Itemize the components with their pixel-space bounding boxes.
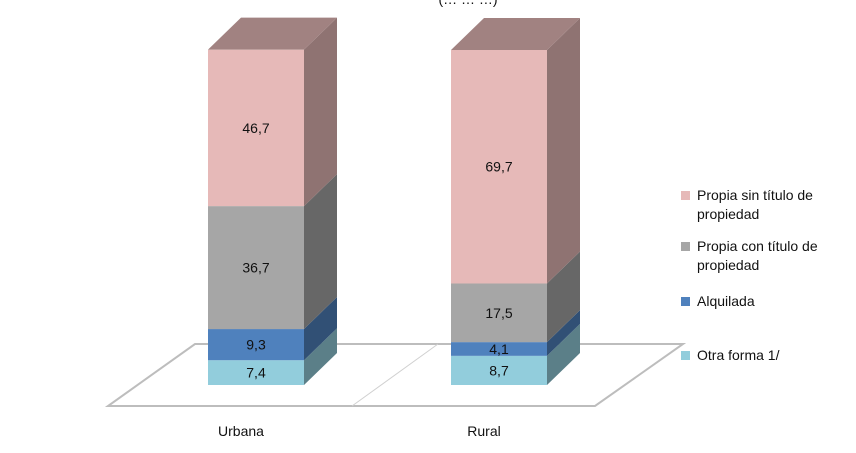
legend-swatch	[681, 191, 690, 200]
data-label: 69,7	[485, 159, 512, 175]
legend-label: propiedad	[697, 257, 759, 273]
bar-segment: 36,7	[208, 174, 337, 330]
bar-side	[547, 251, 580, 343]
bar-side	[547, 310, 580, 356]
legend-entry: Propia con título de propiedad	[681, 238, 818, 273]
bar-side	[304, 174, 337, 330]
bar-front	[451, 283, 547, 343]
bar-side	[547, 18, 580, 284]
chart-title-fragment: (… … …)	[438, 0, 497, 7]
bar-front	[451, 50, 547, 284]
bar-segment: 4,1	[451, 310, 580, 357]
legend-label: propiedad	[697, 206, 759, 222]
bar-front	[208, 360, 304, 385]
bar-segment: 8,7	[451, 323, 580, 385]
data-label: 4,1	[489, 341, 509, 357]
bar-front	[451, 342, 547, 356]
legend-label: Propia sin título de	[697, 187, 813, 203]
bar-segment: 7,4	[208, 328, 337, 385]
bar-side	[304, 297, 337, 361]
legend-label: Otra forma 1/	[697, 347, 780, 363]
x-tick-label: Rural	[467, 423, 500, 439]
bar-urbana: 7,4 9,3 36,7 46,7	[208, 17, 337, 385]
legend-label: Propia con título de	[697, 238, 818, 254]
bar-side	[304, 17, 337, 207]
legend-entry: Otra forma 1/	[681, 347, 780, 363]
bar-side	[547, 323, 580, 385]
data-label: 36,7	[242, 260, 269, 276]
bars-group: 7,4 9,3 36,7 46,7 8,7 4,1 17,5 69,7	[208, 17, 580, 385]
data-label: 9,3	[246, 337, 266, 353]
bar-rural: 8,7 4,1 17,5 69,7	[451, 18, 580, 385]
floor-divider	[351, 343, 439, 407]
x-tick-label: Urbana	[218, 423, 264, 439]
floor	[104, 343, 687, 407]
bar-segment: 69,7	[451, 18, 580, 284]
legend-swatch	[681, 297, 690, 306]
legend-entry: Propia sin título de propiedad	[681, 187, 813, 222]
data-label: 7,4	[246, 365, 266, 381]
bar-top	[208, 17, 337, 50]
bar-segment: 46,7	[208, 17, 337, 207]
bar-segment: 9,3	[208, 297, 337, 361]
bar-side	[304, 328, 337, 385]
bar-top	[451, 18, 580, 50]
bar-front	[208, 329, 304, 361]
legend-swatch	[681, 242, 690, 251]
bar-front	[208, 206, 304, 330]
bar-front	[208, 49, 304, 207]
bar-front	[451, 355, 547, 385]
legend-swatch	[681, 351, 690, 360]
data-label: 46,7	[242, 120, 269, 136]
data-label: 8,7	[489, 362, 509, 378]
legend-label: Alquilada	[697, 293, 755, 309]
data-label: 17,5	[485, 305, 512, 321]
bar-segment: 17,5	[451, 251, 580, 343]
legend-entry: Alquilada	[681, 293, 755, 309]
x-axis-labels: Urbana Rural	[218, 423, 501, 439]
